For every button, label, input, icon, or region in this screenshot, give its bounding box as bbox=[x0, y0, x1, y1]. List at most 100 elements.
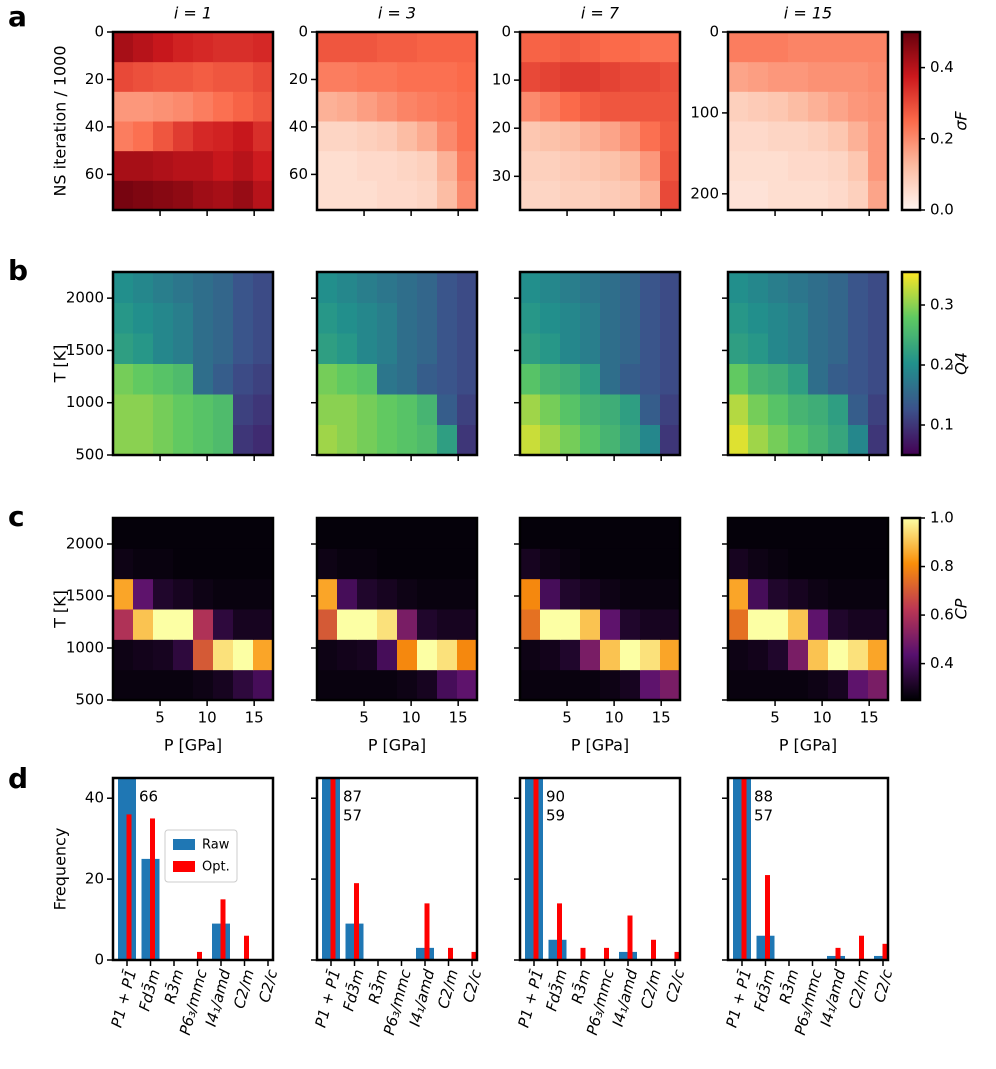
heatmap-cell bbox=[417, 150, 438, 181]
heatmap-cell bbox=[337, 424, 358, 456]
heatmap-cell bbox=[728, 272, 749, 303]
heatmap-cell bbox=[728, 91, 749, 122]
y-tick-label: 0 bbox=[709, 23, 719, 41]
heatmap-cell bbox=[397, 669, 418, 701]
heatmap-cell bbox=[233, 394, 254, 425]
bar bbox=[220, 899, 226, 960]
heatmap-cell bbox=[660, 639, 681, 671]
heatmap-cell bbox=[788, 578, 809, 610]
legend-swatch bbox=[173, 861, 195, 872]
heatmap-cell bbox=[193, 669, 214, 701]
heatmap-cell bbox=[253, 394, 274, 425]
panel: P [GPa] 5 10 15 bbox=[514, 516, 682, 755]
heatmap-cell bbox=[620, 548, 641, 580]
value-label: 57 bbox=[754, 807, 773, 825]
heatmap-cell bbox=[213, 302, 234, 334]
heatmap-cell bbox=[213, 32, 234, 63]
heatmap-cell bbox=[437, 669, 458, 701]
heatmap-cell bbox=[337, 180, 358, 211]
heatmap-cell bbox=[560, 180, 581, 211]
heatmap-cell bbox=[520, 121, 541, 152]
heatmap-cell bbox=[868, 150, 889, 181]
heatmap-cell bbox=[173, 363, 194, 395]
colorbar-tick-label: 0.0 bbox=[930, 201, 954, 219]
colorbar-label: Q̄4 bbox=[952, 352, 971, 375]
heatmap-cell bbox=[437, 639, 458, 671]
heatmap-cell bbox=[317, 578, 338, 610]
bar bbox=[330, 778, 336, 960]
heatmap-cell bbox=[748, 518, 769, 549]
heatmap-cell bbox=[828, 91, 849, 122]
heatmap-cell bbox=[540, 121, 561, 152]
heatmap-cell bbox=[317, 518, 338, 549]
heatmap-cell bbox=[233, 578, 254, 610]
heatmap-cell bbox=[748, 609, 769, 640]
heatmap-cell bbox=[317, 669, 338, 701]
heatmap-cell bbox=[133, 394, 154, 425]
heatmap-cell bbox=[213, 669, 234, 701]
heatmap-cell bbox=[173, 609, 194, 640]
heatmap-cell bbox=[133, 609, 154, 640]
heatmap-cell bbox=[397, 61, 418, 92]
heatmap-cell bbox=[457, 302, 478, 334]
heatmap-cell bbox=[848, 639, 869, 671]
heatmap-cell bbox=[377, 518, 398, 549]
heatmap-cell bbox=[768, 578, 789, 610]
heatmap-cell bbox=[417, 91, 438, 122]
x-tick-label: 15 bbox=[652, 709, 671, 727]
heatmap-cell bbox=[580, 578, 601, 610]
heatmap-cell bbox=[213, 121, 234, 152]
heatmap-cell bbox=[113, 609, 134, 640]
heatmap-cell bbox=[153, 272, 174, 303]
heatmap-cell bbox=[357, 363, 378, 395]
bars bbox=[322, 778, 477, 960]
heatmap-cell bbox=[560, 669, 581, 701]
heatmap-cell bbox=[153, 180, 174, 211]
panel: P [GPa] 5 10 15 bbox=[311, 516, 479, 755]
heatmap-cell bbox=[437, 272, 458, 303]
heatmap-cell bbox=[600, 150, 621, 181]
colorbar bbox=[902, 272, 920, 455]
heatmap-cell bbox=[640, 333, 661, 364]
heatmap-cell bbox=[113, 669, 134, 701]
heatmap-cell bbox=[748, 578, 769, 610]
bar bbox=[627, 915, 633, 960]
heatmap-cell bbox=[748, 669, 769, 701]
heatmap-cell bbox=[213, 394, 234, 425]
heatmap-cell bbox=[397, 394, 418, 425]
axes-frame bbox=[518, 516, 682, 702]
heatmap-cell bbox=[520, 333, 541, 364]
heatmap-cell bbox=[600, 363, 621, 395]
heatmap-cell bbox=[173, 518, 194, 549]
heatmap-cell bbox=[640, 150, 661, 181]
x-tick-label: 15 bbox=[860, 709, 879, 727]
heatmap-cell bbox=[357, 669, 378, 701]
heatmap-cell bbox=[520, 272, 541, 303]
heatmap-cell bbox=[253, 578, 274, 610]
heatmap-cell bbox=[337, 518, 358, 549]
heatmap-cell bbox=[788, 302, 809, 334]
heatmap-cell bbox=[193, 302, 214, 334]
heatmap-cell bbox=[357, 272, 378, 303]
heatmap-cell bbox=[560, 302, 581, 334]
heatmap-cell bbox=[317, 180, 338, 211]
heatmap-cell bbox=[748, 363, 769, 395]
y-tick-label: 20 bbox=[289, 70, 308, 88]
heatmap-cell bbox=[788, 518, 809, 549]
y-tick-label: 40 bbox=[85, 117, 104, 135]
x-tick-label: 10 bbox=[605, 709, 624, 727]
heatmap-cell bbox=[173, 121, 194, 152]
y-tick-label: 20 bbox=[85, 870, 104, 888]
heatmap-cell bbox=[253, 302, 274, 334]
heatmap-cell bbox=[457, 61, 478, 92]
heatmap-cell bbox=[133, 639, 154, 671]
heatmap-cell bbox=[417, 424, 438, 456]
heatmap-cell bbox=[600, 91, 621, 122]
panel-label: b bbox=[8, 254, 28, 287]
heatmap-cell bbox=[580, 639, 601, 671]
heatmap-cell bbox=[173, 394, 194, 425]
heatmap-cell bbox=[580, 394, 601, 425]
heatmap-cell bbox=[728, 61, 749, 92]
y-tick-label: 0 bbox=[94, 23, 104, 41]
